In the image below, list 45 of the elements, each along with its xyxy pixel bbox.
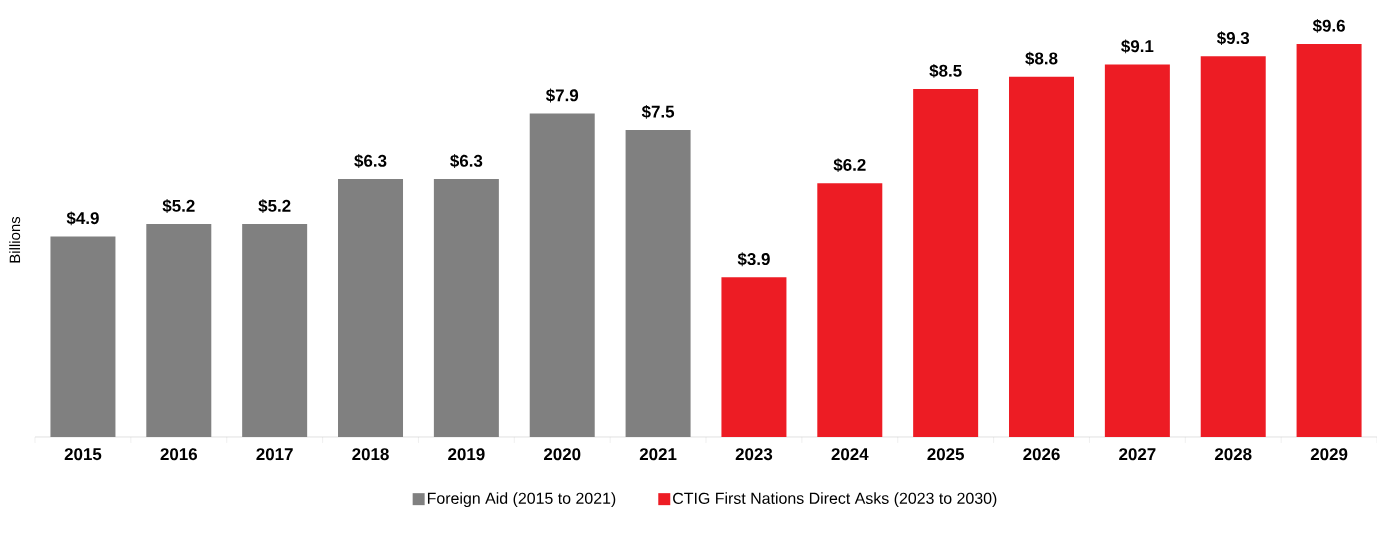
bar — [529, 113, 595, 437]
bar — [146, 224, 212, 437]
x-tick-label: 2024 — [831, 448, 869, 461]
x-tick-label: 2029 — [1310, 448, 1348, 461]
x-tick-label: 2027 — [1119, 448, 1156, 461]
x-tick-label: 2017 — [256, 448, 293, 461]
x-tick-label: 2023 — [735, 448, 773, 461]
x-tick-label: 2019 — [448, 448, 485, 461]
bar — [1296, 43, 1362, 437]
legend-label: CTIG First Nations Direct Asks (2023 to 2030) — [673, 492, 997, 508]
data-label: $7.9 — [545, 88, 579, 103]
data-label: $6.2 — [833, 158, 866, 172]
bar — [1009, 76, 1075, 437]
x-tick-label: 2015 — [64, 448, 102, 461]
bar — [338, 179, 404, 437]
data-label: $9.6 — [1312, 18, 1345, 33]
x-tick-label: 2026 — [1023, 448, 1060, 461]
data-label: $7.5 — [641, 104, 675, 119]
data-label: $5.2 — [258, 199, 291, 213]
x-tick-label: 2020 — [543, 448, 581, 461]
y-axis-title: Billions — [9, 216, 21, 263]
bar — [433, 179, 499, 437]
x-tick-label: 2021 — [639, 448, 677, 461]
bar — [913, 89, 979, 437]
bar — [242, 224, 308, 437]
x-tick-label: 2018 — [352, 448, 389, 461]
bar — [1200, 56, 1266, 437]
legend-label: Foreign Aid (2015 to 2021) — [427, 492, 616, 508]
x-tick-label: 2025 — [927, 448, 965, 461]
data-label: $8.8 — [1025, 51, 1058, 66]
data-label: $6.3 — [450, 154, 483, 168]
data-label: $6.3 — [354, 154, 387, 168]
bar — [817, 183, 883, 437]
data-label: $4.9 — [66, 211, 99, 226]
data-label: $8.5 — [929, 64, 962, 78]
bar — [50, 236, 116, 437]
data-label: $9.3 — [1216, 31, 1250, 46]
x-tick-label: 2016 — [160, 448, 198, 461]
bar — [1104, 64, 1170, 437]
data-label: $9.1 — [1121, 39, 1154, 54]
data-label: $3.9 — [737, 252, 770, 267]
bar — [625, 129, 691, 437]
x-tick-label: 2028 — [1214, 448, 1252, 461]
bar — [721, 277, 787, 437]
data-label: $5.2 — [162, 199, 195, 213]
